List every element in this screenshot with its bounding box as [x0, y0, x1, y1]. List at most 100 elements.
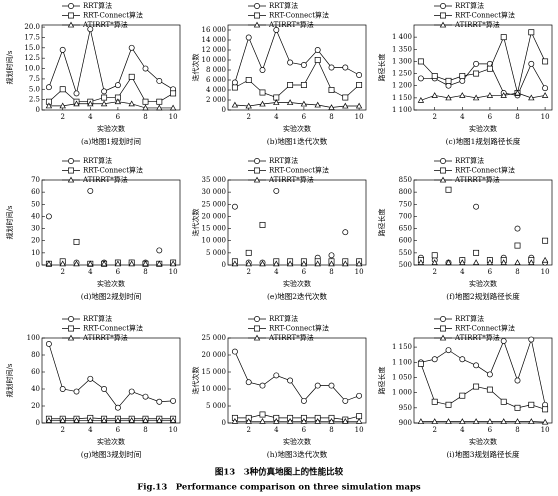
y-tick-label: 15 000 [202, 225, 227, 233]
y-tick-label: 80 [31, 351, 40, 359]
marker-triangle [231, 260, 239, 267]
legend-marker [68, 12, 74, 19]
marker-triangle [142, 417, 149, 423]
marker-square [170, 90, 177, 97]
y-tick-label: 30 [31, 225, 40, 233]
legend-label: ATIRRT*算法 [454, 175, 500, 184]
marker-square [445, 186, 452, 193]
chart-title: (g)地图3规划时间 [81, 449, 141, 459]
y-tick-label: 12.5 [24, 54, 40, 62]
x-tick-label: 8 [515, 268, 519, 276]
series-line [420, 363, 546, 410]
y-tick-label: 1 100 [392, 106, 412, 114]
y-tick-label: 6 000 [206, 76, 226, 84]
chart-title: (c)地图1规划路径长度 [446, 136, 521, 146]
marker-triangle [300, 417, 308, 424]
marker-square [342, 94, 349, 101]
y-tick-label: 20 [31, 402, 40, 410]
x-tick-label: 4 [460, 268, 465, 276]
y-axis-label: 路径长度 [377, 209, 386, 237]
x-tick-label: 6 [116, 113, 121, 121]
marker-circle [170, 397, 177, 404]
marker-circle [473, 203, 480, 210]
x-tick-label: 6 [302, 426, 307, 434]
marker-triangle [114, 260, 122, 267]
marker-triangle [128, 100, 135, 107]
plot-frame [413, 179, 553, 266]
legend-marker [68, 167, 74, 174]
marker-triangle [472, 94, 480, 101]
legend-marker [254, 325, 260, 332]
marker-circle [514, 225, 521, 232]
marker-square [356, 82, 363, 88]
legend-marker [440, 12, 446, 19]
marker-circle [287, 377, 294, 384]
marker-circle [342, 64, 349, 71]
marker-triangle [417, 418, 425, 424]
legend-label: ATIRRT*算法 [268, 20, 314, 29]
plot-frame [41, 24, 181, 111]
series-line [234, 29, 360, 83]
marker-triangle [472, 259, 480, 266]
marker-circle [300, 397, 307, 404]
x-tick-label: 8 [515, 426, 519, 434]
legend-marker [254, 3, 260, 9]
legend-label: ATIRRT*算法 [268, 175, 314, 184]
x-tick-label: 10 [169, 113, 178, 121]
marker-circle [542, 85, 549, 92]
y-axis-label: 迭代次数 [191, 54, 200, 82]
legend-label: RRT-Connect算法 [269, 11, 329, 20]
series-line [48, 343, 174, 409]
marker-triangle [273, 260, 280, 267]
marker-square [300, 82, 307, 88]
marker-circle [342, 229, 349, 236]
marker-triangle [286, 99, 294, 105]
marker-triangle [541, 418, 549, 425]
marker-triangle [500, 92, 507, 98]
x-tick-label: 8 [329, 113, 333, 121]
x-tick-label: 4 [274, 113, 279, 121]
y-axis-label: 迭代次数 [191, 209, 200, 237]
legend-marker [253, 21, 261, 28]
marker-triangle [459, 259, 466, 266]
y-tick-label: 14 000 [202, 36, 227, 44]
marker-square [156, 98, 163, 105]
marker-triangle [259, 100, 266, 107]
y-tick-label: 0 [36, 419, 40, 427]
marker-circle [445, 82, 452, 89]
x-axis-label: 实验次数 [283, 279, 311, 288]
marker-triangle [169, 417, 177, 423]
chart-title: (f)地图2规划路径长度 [446, 291, 520, 301]
marker-triangle [87, 260, 94, 267]
marker-circle [156, 398, 163, 405]
marker-circle [314, 382, 321, 389]
marker-triangle [87, 100, 94, 107]
series-line [420, 92, 546, 101]
marker-triangle [156, 260, 163, 267]
marker-square [445, 77, 452, 84]
marker-square [445, 401, 452, 408]
x-tick-label: 6 [302, 113, 307, 121]
marker-circle [417, 75, 424, 82]
legend-label: RRT算法 [455, 1, 484, 10]
marker-triangle [142, 104, 149, 111]
marker-square [328, 87, 335, 93]
marker-circle [101, 386, 108, 392]
marker-circle [73, 388, 80, 395]
x-axis-label: 实验次数 [97, 124, 125, 133]
y-tick-label: 60 [31, 188, 40, 196]
y-tick-label: 0 [36, 261, 40, 269]
marker-circle [59, 46, 66, 53]
legend-marker [68, 316, 74, 322]
marker-circle [87, 26, 94, 33]
marker-triangle [259, 417, 266, 424]
y-tick-label: 1 150 [392, 343, 412, 351]
legend-label: RRT算法 [83, 314, 112, 323]
marker-circle [356, 72, 363, 78]
marker-circle [259, 382, 266, 389]
marker-triangle [45, 260, 53, 267]
marker-triangle [100, 100, 108, 107]
legend-marker [254, 12, 260, 19]
y-axis-label: 规划时间/s [5, 50, 14, 84]
